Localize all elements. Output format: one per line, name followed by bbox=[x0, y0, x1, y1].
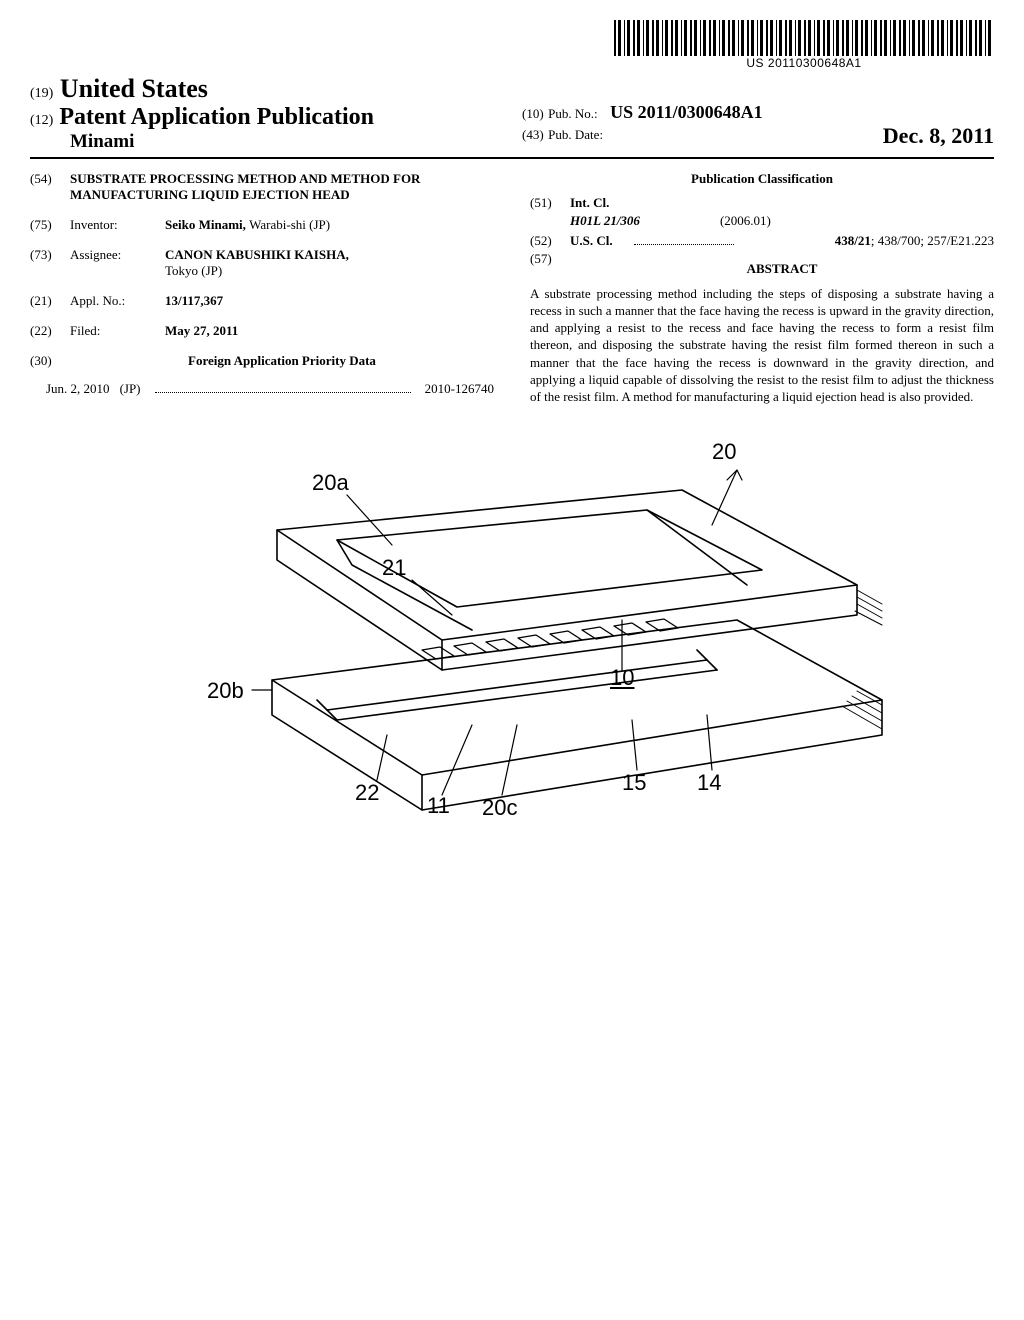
pub-no-num: (10) bbox=[522, 106, 544, 121]
callout-22: 22 bbox=[355, 780, 379, 806]
uscl-values: 438/21; 438/700; 257/E21.223 bbox=[738, 233, 994, 249]
pub-no-label: Pub. No.: bbox=[548, 106, 597, 121]
uscl-extra: ; 438/700; 257/E21.223 bbox=[871, 233, 994, 248]
figure-svg bbox=[122, 435, 902, 855]
header-right: (10) Pub. No.: US 2011/0300648A1 (43) Pu… bbox=[522, 74, 994, 149]
pubclass-heading: Publication Classification bbox=[530, 171, 994, 187]
inventor-name: Seiko Minami, bbox=[165, 217, 246, 232]
callout-11: 11 bbox=[427, 793, 450, 819]
pub-date: Dec. 8, 2011 bbox=[603, 123, 994, 149]
country-num: (19) bbox=[30, 86, 53, 101]
callout-14: 14 bbox=[697, 770, 721, 796]
assignee-row: (73) Assignee: CANON KABUSHIKI KAISHA, T… bbox=[30, 247, 494, 279]
appl-no-label: Appl. No.: bbox=[70, 293, 165, 309]
barcode: US 20110300648A1 bbox=[614, 20, 994, 70]
patent-figure: 20 20a 21 20b 22 11 20c 15 14 10 bbox=[122, 435, 902, 855]
assignee-value: CANON KABUSHIKI KAISHA, Tokyo (JP) bbox=[165, 247, 494, 279]
pub-type-num: (12) bbox=[30, 113, 53, 128]
inventor-value: Seiko Minami, Warabi-shi (JP) bbox=[165, 217, 494, 233]
callout-20b: 20b bbox=[207, 678, 244, 704]
filed-row: (22) Filed: May 27, 2011 bbox=[30, 323, 494, 339]
pub-type-line: (12) Patent Application Publication bbox=[30, 104, 502, 131]
country-line: (19) United States bbox=[30, 74, 502, 104]
uscl-label: U.S. Cl. bbox=[570, 233, 630, 249]
biblio-columns: (54) SUBSTRATE PROCESSING METHOD AND MET… bbox=[30, 171, 994, 405]
barcode-stripes bbox=[614, 20, 994, 56]
appl-no-value: 13/117,367 bbox=[165, 293, 494, 309]
abstract-heading: ABSTRACT bbox=[570, 261, 994, 277]
filed-value: May 27, 2011 bbox=[165, 323, 494, 339]
callout-20c: 20c bbox=[482, 795, 517, 821]
title-row: (54) SUBSTRATE PROCESSING METHOD AND MET… bbox=[30, 171, 494, 203]
country-name: United States bbox=[60, 74, 208, 103]
abstract-heading-row: (57) ABSTRACT bbox=[530, 251, 994, 283]
callout-20a: 20a bbox=[312, 470, 349, 496]
left-column: (54) SUBSTRATE PROCESSING METHOD AND MET… bbox=[30, 171, 494, 405]
fapd-app: 2010-126740 bbox=[425, 381, 494, 397]
pub-date-line: (43) Pub. Date: Dec. 8, 2011 bbox=[522, 123, 994, 149]
assignee-name: CANON KABUSHIKI KAISHA, bbox=[165, 247, 349, 262]
intcl-year: (2006.01) bbox=[640, 213, 771, 229]
title-value: SUBSTRATE PROCESSING METHOD AND METHOD F… bbox=[70, 171, 494, 203]
intcl-val: H01L 21/306 bbox=[570, 213, 640, 229]
appl-no-row: (21) Appl. No.: 13/117,367 bbox=[30, 293, 494, 309]
assignee-loc: Tokyo (JP) bbox=[165, 263, 222, 278]
inventor-row: (75) Inventor: Seiko Minami, Warabi-shi … bbox=[30, 217, 494, 233]
fapd-heading: Foreign Application Priority Data bbox=[70, 353, 494, 369]
inventor-loc: Warabi-shi (JP) bbox=[249, 217, 330, 232]
callout-10: 10 bbox=[610, 665, 634, 691]
uscl-num: (52) bbox=[530, 233, 570, 249]
title-num: (54) bbox=[30, 171, 70, 187]
barcode-region: US 20110300648A1 bbox=[30, 20, 994, 72]
inventor-num: (75) bbox=[30, 217, 70, 233]
uscl-val: 438/21 bbox=[835, 233, 871, 248]
fapd-date: Jun. 2, 2010 bbox=[46, 381, 110, 397]
assignee-label: Assignee: bbox=[70, 247, 165, 263]
uscl-dots bbox=[634, 229, 734, 245]
fapd-dots bbox=[155, 377, 411, 393]
pub-no: US 2011/0300648A1 bbox=[602, 102, 763, 122]
right-column: Publication Classification (51) Int. Cl.… bbox=[530, 171, 994, 405]
callout-20: 20 bbox=[712, 439, 736, 465]
intcl-val-row: H01L 21/306 (2006.01) bbox=[530, 213, 994, 229]
abstract-num: (57) bbox=[530, 251, 570, 283]
fapd-data-row: Jun. 2, 2010 (JP) 2010-126740 bbox=[30, 381, 494, 397]
appl-no-num: (21) bbox=[30, 293, 70, 309]
intcl-label: Int. Cl. bbox=[570, 195, 640, 211]
fapd-num: (30) bbox=[30, 353, 70, 369]
intcl-num: (51) bbox=[530, 195, 570, 211]
filed-label: Filed: bbox=[70, 323, 165, 339]
callout-15: 15 bbox=[622, 770, 646, 796]
uscl-row: (52) U.S. Cl. 438/21; 438/700; 257/E21.2… bbox=[530, 233, 994, 249]
assignee-num: (73) bbox=[30, 247, 70, 263]
barcode-text: US 20110300648A1 bbox=[614, 56, 994, 70]
abstract-body: A substrate processing method including … bbox=[530, 285, 994, 405]
inventor-label: Inventor: bbox=[70, 217, 165, 233]
pub-date-num: (43) Pub. Date: bbox=[522, 123, 603, 149]
author-line: Minami bbox=[30, 131, 502, 153]
callout-21: 21 bbox=[382, 555, 406, 581]
pub-no-line: (10) Pub. No.: US 2011/0300648A1 bbox=[522, 102, 994, 123]
document-header: (19) United States (12) Patent Applicati… bbox=[30, 74, 994, 159]
fapd-row-heading: (30) Foreign Application Priority Data bbox=[30, 353, 494, 369]
filed-num: (22) bbox=[30, 323, 70, 339]
intcl-row: (51) Int. Cl. bbox=[530, 195, 994, 211]
header-left: (19) United States (12) Patent Applicati… bbox=[30, 74, 502, 153]
pub-type: Patent Application Publication bbox=[59, 104, 374, 130]
fapd-country: (JP) bbox=[120, 381, 141, 397]
